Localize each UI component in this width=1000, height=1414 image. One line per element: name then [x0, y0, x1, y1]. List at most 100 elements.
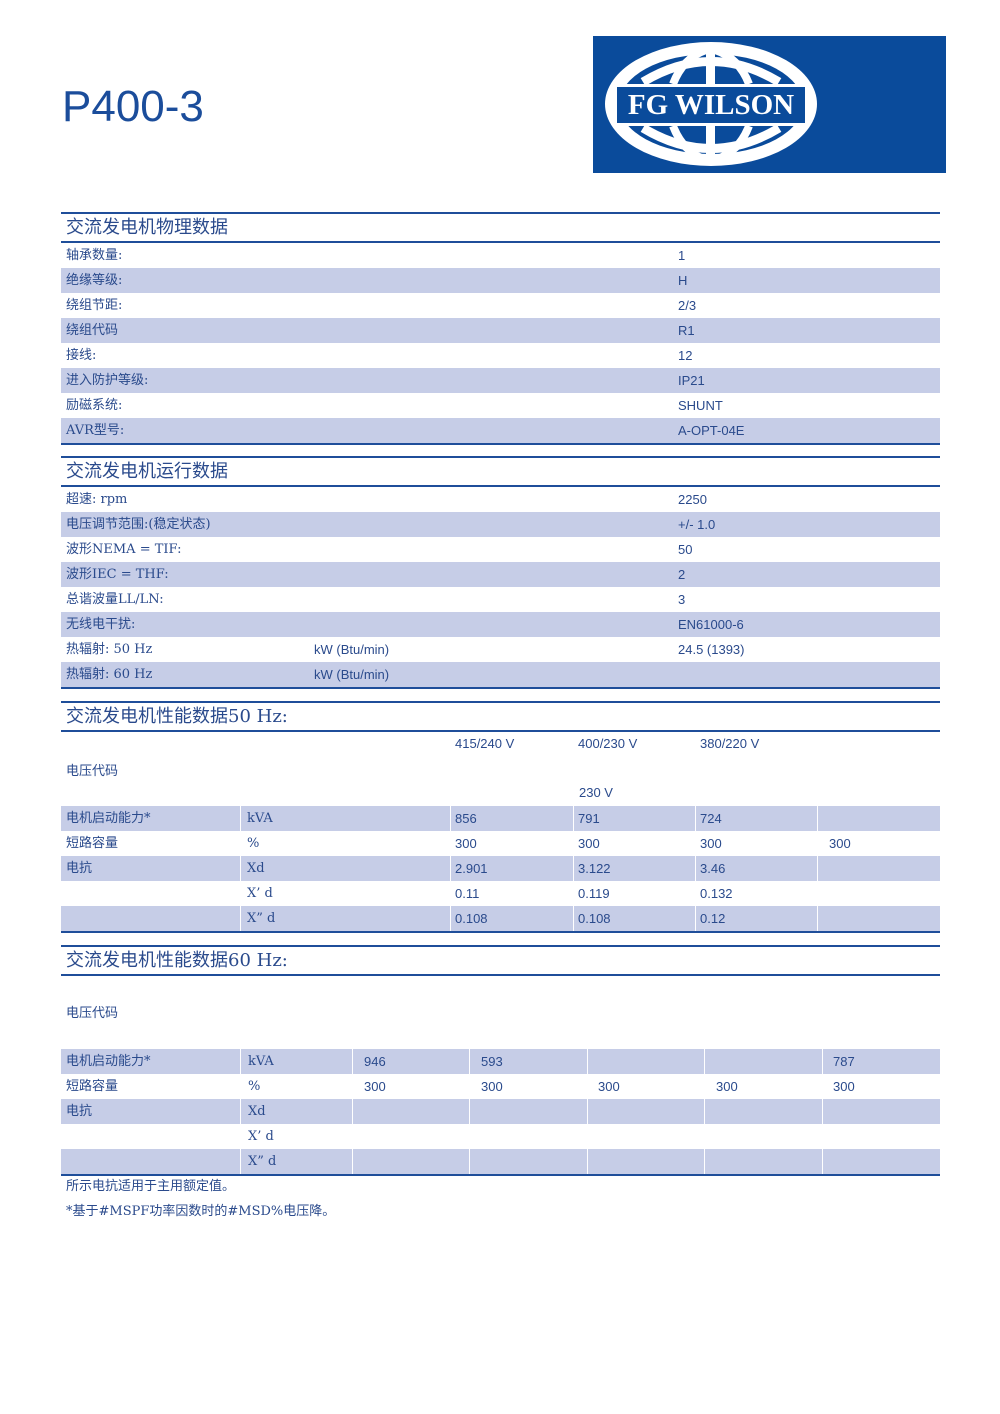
cell-value: 300: [481, 1079, 503, 1094]
cell-divider: [822, 1099, 823, 1124]
row-label: 热辐射: 60 Hz: [66, 667, 153, 682]
cell-value: 791: [578, 811, 600, 826]
cell-divider: [450, 906, 451, 931]
cell-divider: [587, 1049, 588, 1074]
cell-divider: [352, 1049, 353, 1074]
row-value: 2: [678, 567, 686, 582]
row-label: 电抗: [66, 861, 93, 876]
row-label: 超速: rpm: [66, 492, 128, 507]
cell-divider: [817, 856, 818, 881]
cell-divider: [240, 906, 241, 931]
row-unit: %: [247, 836, 260, 851]
row-unit: kW (Btu/min): [314, 667, 390, 682]
cell-divider: [817, 806, 818, 831]
performance-60hz-section: 交流发电机性能数据60 Hz: 电压代码 电机启动能力* kVA 946 593 787…: [61, 945, 940, 1176]
voltage-code-label: 电压代码: [66, 1006, 119, 1021]
performance-50hz-section: 交流发电机性能数据50 Hz: 电压代码 415/240 V 400/230 V 23…: [61, 701, 940, 933]
cell-divider: [573, 906, 574, 931]
cell-divider: [450, 881, 451, 906]
cell-value: 300: [700, 836, 722, 851]
table-row: 电抗 Xd 2.901 3.122 3.46: [61, 856, 940, 881]
footnote: 所示电抗适用于主用额定值。: [66, 1179, 236, 1194]
table-row: 电机启动能力* kVA 856 791 724: [61, 806, 940, 831]
row-label: 绝缘等级:: [66, 273, 123, 288]
cell-divider: [704, 1149, 705, 1174]
table-row: 电机启动能力* kVA 946 593 787: [61, 1049, 940, 1074]
row-value: 2/3: [678, 298, 697, 313]
table-row: 热辐射: 60 Hz kW (Btu/min): [61, 662, 940, 687]
cell-divider: [695, 856, 696, 881]
row-unit: kW (Btu/min): [314, 642, 390, 657]
table-row: 波形NEMA = TIF: 50: [61, 537, 940, 562]
section-title: 交流发电机性能数据60 Hz:: [61, 945, 940, 976]
row-label: 绕组节距:: [66, 298, 123, 313]
cell-divider: [822, 1124, 823, 1149]
cell-value: 2.901: [455, 861, 488, 876]
table-row: 无线电干扰: EN61000-6: [61, 612, 940, 637]
row-unit: kVA: [248, 1054, 274, 1069]
row-unit: X” d: [248, 1154, 277, 1169]
table-row: 励磁系统: SHUNT: [61, 393, 940, 418]
cell-value: 0.108: [455, 911, 488, 926]
row-value: 50: [678, 542, 693, 557]
cell-divider: [240, 881, 241, 906]
row-value: R1: [678, 323, 695, 338]
cell-value: 0.119: [578, 886, 610, 901]
table-row: 波形IEC = THF: 2: [61, 562, 940, 587]
table-row: 接线: 12: [61, 343, 940, 368]
row-value: H: [678, 273, 688, 288]
cell-value: 300: [598, 1079, 620, 1094]
table-row: 短路容量% 300 300 300 300: [61, 831, 940, 856]
cell-divider: [469, 1124, 470, 1149]
cell-divider: [352, 1149, 353, 1174]
row-unit: X’ d: [247, 886, 273, 901]
cell-value: 946: [364, 1054, 386, 1069]
cell-divider: [240, 1099, 241, 1124]
cell-divider: [240, 856, 241, 881]
row-label: 绕组代码: [66, 323, 119, 338]
row-unit: %: [248, 1079, 261, 1094]
row-value: IP21: [678, 373, 705, 388]
cell-value: 0.11: [455, 886, 480, 901]
table-row: 电压调节范围:(稳定状态) +/- 1.0: [61, 512, 940, 537]
table-row: 进入防护等级: IP21: [61, 368, 940, 393]
cell-value: 300: [578, 836, 600, 851]
row-unit: X’ d: [248, 1129, 274, 1144]
table-row: 电抗 Xd: [61, 1099, 940, 1124]
table-row: X” d: [61, 1149, 940, 1174]
cell-value: 300: [716, 1079, 738, 1094]
cell-divider: [352, 1099, 353, 1124]
cell-divider: [450, 831, 451, 856]
model-title: P400-3: [62, 82, 204, 131]
footnote: *基于#MSPF功率因数时的#MSD%电压降。: [66, 1204, 336, 1219]
row-value: 24.5 (1393): [678, 642, 745, 657]
cell-divider: [573, 806, 574, 831]
table-row: 绝缘等级: H: [61, 268, 940, 293]
cell-divider: [240, 831, 241, 856]
cell-divider: [573, 856, 574, 881]
table-row: X” d 0.108 0.108 0.12: [61, 906, 940, 931]
cell-value: 787: [833, 1054, 855, 1069]
cell-value: 724: [700, 811, 722, 826]
cell-divider: [240, 1049, 241, 1074]
cell-divider: [704, 1124, 705, 1149]
cell-value: 0.12: [700, 911, 726, 926]
row-label: 电机启动能力*: [66, 811, 151, 826]
svg-text:FG WILSON: FG WILSON: [628, 89, 794, 121]
table-row: AVR型号: A-OPT-04E: [61, 418, 940, 443]
cell-divider: [469, 1099, 470, 1124]
cell-divider: [695, 831, 696, 856]
cell-value: 300: [364, 1079, 386, 1094]
cell-divider: [352, 1074, 353, 1099]
voltage-header: 400/230 V: [578, 736, 638, 751]
row-label: 进入防护等级:: [66, 373, 149, 388]
row-value: SHUNT: [678, 398, 723, 413]
table-row: 轴承数量: 1: [61, 243, 940, 268]
row-value: +/- 1.0: [678, 517, 716, 532]
fg-wilson-logo: FG WILSON: [593, 36, 946, 173]
row-unit: Xd: [247, 861, 265, 876]
table-row: 绕组代码 R1: [61, 318, 940, 343]
table-row: 热辐射: 50 Hz kW (Btu/min) 24.5 (1393): [61, 637, 940, 662]
row-label: 短路容量: [66, 1079, 119, 1094]
